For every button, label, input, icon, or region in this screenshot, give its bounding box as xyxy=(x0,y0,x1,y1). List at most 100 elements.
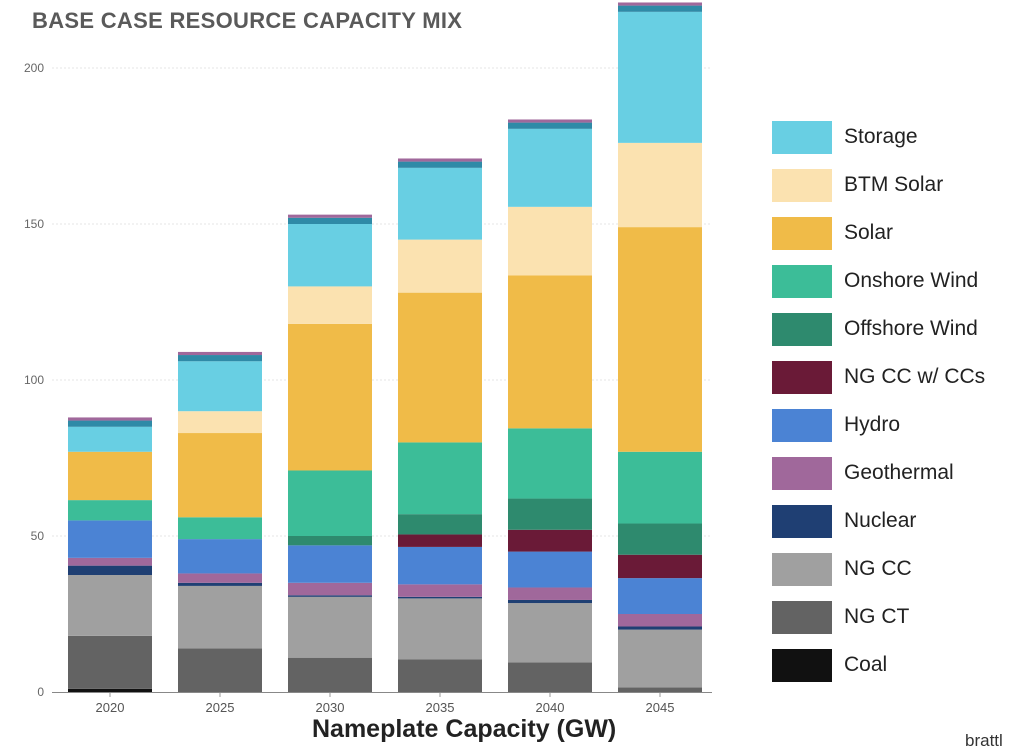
y-tick-label: 0 xyxy=(37,685,44,699)
bar-cap-1-2035 xyxy=(398,158,482,162)
legend-label: Offshore Wind xyxy=(844,317,978,340)
bar-segment-ng-ct-2035 xyxy=(398,659,482,692)
bar-segment-solar-2045 xyxy=(618,227,702,452)
legend-item-ng-cc: NG CC xyxy=(772,553,1022,601)
bar-segment-hydro-2040 xyxy=(508,551,592,588)
bar-segment-ng-cc-2020 xyxy=(68,575,152,636)
bar-segment-onshore-wind-2040 xyxy=(508,428,592,499)
bar-segment-solar-2040 xyxy=(508,275,592,429)
bar-segment-nuclear-2025 xyxy=(178,582,262,586)
x-tick-label-2035: 2035 xyxy=(426,700,455,715)
x-axis-label: Nameplate Capacity (GW) xyxy=(312,715,617,743)
bar-segment-ng-ct-2040 xyxy=(508,662,592,692)
legend-label: Solar xyxy=(844,221,894,244)
bar-segment-nuclear-2030 xyxy=(288,595,372,597)
bar-segment-coal-2020 xyxy=(68,688,152,692)
legend-label: Storage xyxy=(844,125,918,148)
bar-segment-storage-2040 xyxy=(508,128,592,207)
legend-item-storage: Storage xyxy=(772,121,1022,169)
bar-segment-onshore-wind-2035 xyxy=(398,442,482,515)
legend-swatch xyxy=(772,601,832,634)
legend-swatch xyxy=(772,505,832,538)
bar-segment-storage-2020 xyxy=(68,426,152,452)
legend-swatch xyxy=(772,409,832,442)
legend-swatch xyxy=(772,169,832,202)
y-axis-ticks: 0 50 100 150 200 xyxy=(24,61,44,699)
legend-label: NG CC xyxy=(844,557,912,580)
bar-segment-ng-ct-2030 xyxy=(288,657,372,692)
legend-item-nuclear: Nuclear xyxy=(772,505,1022,553)
x-tick-label-2025: 2025 xyxy=(206,700,235,715)
legend-label: Onshore Wind xyxy=(844,269,979,292)
brand-watermark: brattl xyxy=(965,731,1003,750)
legend-item-geothermal: Geothermal xyxy=(772,457,1022,505)
stacked-bar-chart: 0 50 100 150 200 2020 2025 2030 2035 2040 2045 xyxy=(24,2,712,715)
bar-segment-ng-cc-w-ccs-2035 xyxy=(398,534,482,547)
bar-cap-0-2030 xyxy=(288,217,372,224)
bar-segment-btm-solar-2040 xyxy=(508,206,592,276)
bar-cap-0-2040 xyxy=(508,122,592,129)
bar-segment-nuclear-2040 xyxy=(508,599,592,604)
gridlines xyxy=(52,67,712,537)
bar-segment-ng-cc-w-ccs-2040 xyxy=(508,529,592,552)
legend-swatch xyxy=(772,313,832,346)
x-tick-label-2040: 2040 xyxy=(536,700,565,715)
bar-segment-hydro-2045 xyxy=(618,578,702,614)
legend-label: NG CT xyxy=(844,605,910,628)
bar-segment-ng-cc-2035 xyxy=(398,598,482,660)
bar-segment-storage-2035 xyxy=(398,167,482,240)
legend-label: Coal xyxy=(844,653,888,676)
bar-segment-hydro-2025 xyxy=(178,539,262,574)
legend-label: BTM Solar xyxy=(844,173,944,196)
bar-segment-onshore-wind-2030 xyxy=(288,470,372,536)
bar-segment-offshore-wind-2035 xyxy=(398,514,482,535)
bars xyxy=(68,2,702,692)
bar-segment-btm-solar-2035 xyxy=(398,239,482,293)
bar-segment-onshore-wind-2045 xyxy=(618,451,702,524)
bar-segment-hydro-2020 xyxy=(68,520,152,558)
legend-swatch xyxy=(772,361,832,394)
bar-segment-onshore-wind-2020 xyxy=(68,500,152,521)
legend-label: Hydro xyxy=(844,413,901,436)
bar-segment-onshore-wind-2025 xyxy=(178,517,262,540)
bar-cap-1-2040 xyxy=(508,119,592,123)
bar-cap-0-2025 xyxy=(178,355,262,362)
x-tick-label-2020: 2020 xyxy=(96,700,125,715)
y-tick-label: 200 xyxy=(24,61,44,75)
bar-segment-solar-2020 xyxy=(68,451,152,501)
legend: Storage BTM Solar Solar Onshore Wind Offshor… xyxy=(772,121,1022,697)
x-axis-ticks: 2020 2025 2030 2035 2040 2045 xyxy=(96,692,674,715)
bar-segment-geothermal-2040 xyxy=(508,587,592,600)
bar-segment-geothermal-2030 xyxy=(288,582,372,596)
legend-item-onshore-wind: Onshore Wind xyxy=(772,265,1022,313)
bar-segment-ng-cc-2025 xyxy=(178,585,262,649)
legend-item-ng-ct: NG CT xyxy=(772,601,1022,649)
bar-cap-1-2020 xyxy=(68,417,152,421)
bar-segment-storage-2045 xyxy=(618,11,702,143)
bar-segment-btm-solar-2030 xyxy=(288,286,372,324)
y-tick-label: 100 xyxy=(24,373,44,387)
bar-segment-ng-cc-2045 xyxy=(618,629,702,688)
bar-segment-geothermal-2020 xyxy=(68,557,152,566)
bar-segment-offshore-wind-2040 xyxy=(508,498,592,530)
bar-segment-storage-2025 xyxy=(178,361,262,412)
bar-segment-nuclear-2020 xyxy=(68,565,152,575)
legend-swatch xyxy=(772,457,832,490)
bar-segment-ng-ct-2025 xyxy=(178,648,262,692)
y-tick-label: 150 xyxy=(24,217,44,231)
bar-segment-ng-ct-2020 xyxy=(68,635,152,689)
legend-swatch xyxy=(772,217,832,250)
legend-item-offshore-wind: Offshore Wind xyxy=(772,313,1022,361)
bar-cap-1-2030 xyxy=(288,214,372,218)
bar-segment-hydro-2035 xyxy=(398,546,482,585)
bar-segment-hydro-2030 xyxy=(288,545,372,583)
legend-swatch xyxy=(772,121,832,154)
legend-item-ng-cc-w-ccs: NG CC w/ CCs xyxy=(772,361,1022,409)
legend-item-solar: Solar xyxy=(772,217,1022,265)
legend-swatch xyxy=(772,649,832,682)
bar-cap-0-2035 xyxy=(398,161,482,168)
bar-segment-offshore-wind-2030 xyxy=(288,536,372,546)
bar-segment-solar-2025 xyxy=(178,433,262,518)
legend-label: Nuclear xyxy=(844,509,917,532)
bar-segment-ng-cc-w-ccs-2045 xyxy=(618,554,702,579)
